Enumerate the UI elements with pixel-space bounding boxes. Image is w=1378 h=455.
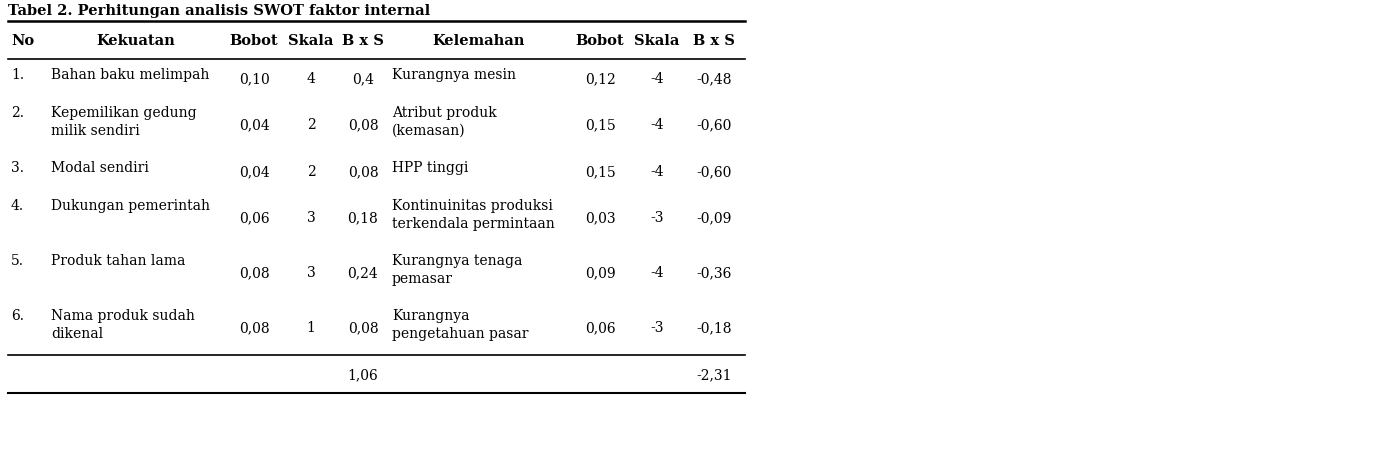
Text: 1,06: 1,06 <box>347 367 379 381</box>
Text: B x S: B x S <box>342 34 384 48</box>
Text: 4: 4 <box>306 72 316 86</box>
Text: terkendala permintaan: terkendala permintaan <box>391 217 555 231</box>
Text: 2: 2 <box>307 165 316 179</box>
Text: 1: 1 <box>306 321 316 335</box>
Text: (kemasan): (kemasan) <box>391 124 466 138</box>
Text: Nama produk sudah: Nama produk sudah <box>51 308 194 322</box>
Text: 0,08: 0,08 <box>347 118 379 132</box>
Text: -0,60: -0,60 <box>696 118 732 132</box>
Text: 5.: 5. <box>11 253 23 268</box>
Text: Produk tahan lama: Produk tahan lama <box>51 253 186 268</box>
Text: 0,15: 0,15 <box>584 165 616 179</box>
Text: 1.: 1. <box>11 68 25 82</box>
Text: 0,08: 0,08 <box>347 321 379 335</box>
Text: No: No <box>11 34 34 48</box>
Text: 2.: 2. <box>11 106 23 120</box>
Text: 2: 2 <box>307 118 316 132</box>
Text: pemasar: pemasar <box>391 271 453 285</box>
Text: Kelemahan: Kelemahan <box>433 34 525 48</box>
Text: Bobot: Bobot <box>576 34 624 48</box>
Text: Atribut produk: Atribut produk <box>391 106 496 120</box>
Text: 0,4: 0,4 <box>351 72 373 86</box>
Text: milik sendiri: milik sendiri <box>51 124 139 138</box>
Text: 0,08: 0,08 <box>238 321 269 335</box>
Text: 0,08: 0,08 <box>347 165 379 179</box>
Text: dikenal: dikenal <box>51 326 103 340</box>
Text: Kepemilikan gedung: Kepemilikan gedung <box>51 106 197 120</box>
Text: 0,03: 0,03 <box>584 211 616 225</box>
Text: Modal sendiri: Modal sendiri <box>51 161 149 175</box>
Text: 0,06: 0,06 <box>584 321 616 335</box>
Text: -0,36: -0,36 <box>696 266 732 280</box>
Text: Kontinuinitas produksi: Kontinuinitas produksi <box>391 198 553 212</box>
Text: 0,04: 0,04 <box>238 165 269 179</box>
Text: -0,09: -0,09 <box>696 211 732 225</box>
Text: Skala: Skala <box>288 34 333 48</box>
Text: -4: -4 <box>650 266 664 280</box>
Text: 0,09: 0,09 <box>584 266 616 280</box>
Text: -3: -3 <box>650 321 664 335</box>
Text: 3.: 3. <box>11 161 23 175</box>
Text: Kurangnya: Kurangnya <box>391 308 470 322</box>
Text: 0,15: 0,15 <box>584 118 616 132</box>
Text: 0,10: 0,10 <box>238 72 269 86</box>
Text: Tabel 2. Perhitungan analisis SWOT faktor internal: Tabel 2. Perhitungan analisis SWOT fakto… <box>8 4 430 18</box>
Text: Skala: Skala <box>634 34 679 48</box>
Text: -4: -4 <box>650 165 664 179</box>
Text: Bahan baku melimpah: Bahan baku melimpah <box>51 68 209 82</box>
Text: 0,08: 0,08 <box>238 266 269 280</box>
Text: -0,18: -0,18 <box>696 321 732 335</box>
Text: Kurangnya tenaga: Kurangnya tenaga <box>391 253 522 268</box>
Text: -4: -4 <box>650 72 664 86</box>
Text: -0,60: -0,60 <box>696 165 732 179</box>
Text: 0,24: 0,24 <box>347 266 379 280</box>
Text: HPP tinggi: HPP tinggi <box>391 161 469 175</box>
Text: Kekuatan: Kekuatan <box>96 34 175 48</box>
Text: Bobot: Bobot <box>230 34 278 48</box>
Text: 0,04: 0,04 <box>238 118 269 132</box>
Text: 4.: 4. <box>11 198 25 212</box>
Text: pengetahuan pasar: pengetahuan pasar <box>391 326 529 340</box>
Text: B x S: B x S <box>693 34 734 48</box>
Text: 3: 3 <box>307 266 316 280</box>
Text: -3: -3 <box>650 211 664 225</box>
Text: 0,18: 0,18 <box>347 211 379 225</box>
Text: -0,48: -0,48 <box>696 72 732 86</box>
Text: 0,12: 0,12 <box>584 72 616 86</box>
Text: Kurangnya mesin: Kurangnya mesin <box>391 68 515 82</box>
Text: 6.: 6. <box>11 308 23 322</box>
Text: Dukungan pemerintah: Dukungan pemerintah <box>51 198 209 212</box>
Text: -2,31: -2,31 <box>696 367 732 381</box>
Text: -4: -4 <box>650 118 664 132</box>
Text: 3: 3 <box>307 211 316 225</box>
Text: 0,06: 0,06 <box>238 211 269 225</box>
